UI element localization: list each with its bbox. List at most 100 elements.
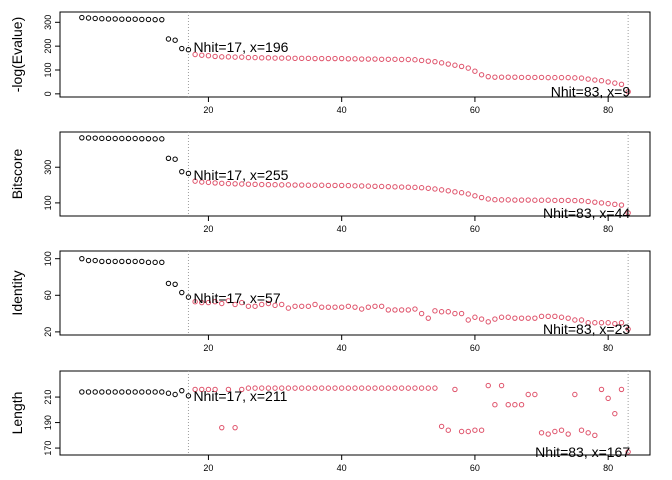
data-point	[625, 326, 631, 332]
data-point	[285, 55, 292, 61]
data-point	[219, 180, 225, 186]
data-point	[552, 74, 558, 81]
data-point	[458, 310, 465, 317]
data-point	[445, 61, 451, 67]
data-point	[545, 197, 551, 203]
data-point	[345, 385, 352, 391]
data-point	[472, 427, 478, 433]
data-point	[565, 197, 571, 204]
data-point	[232, 301, 238, 308]
data-point	[352, 183, 358, 189]
data-point	[285, 182, 292, 188]
data-point	[572, 317, 578, 323]
data-point	[625, 89, 631, 95]
data-point	[85, 257, 92, 264]
data-point	[179, 387, 185, 394]
data-point	[438, 60, 445, 66]
data-point	[139, 135, 145, 142]
data-point	[312, 385, 318, 391]
data-point	[592, 432, 598, 439]
data-point	[92, 389, 98, 395]
data-point	[505, 314, 511, 320]
data-point	[299, 303, 305, 309]
data-point	[492, 196, 498, 203]
plot-frame	[59, 370, 651, 456]
data-point	[365, 304, 372, 310]
data-point	[185, 294, 192, 300]
data-point	[625, 449, 631, 455]
data-point	[145, 135, 152, 142]
data-point	[239, 299, 245, 306]
x-tick-label: 80	[603, 463, 613, 473]
data-point	[478, 194, 485, 201]
data-point	[85, 135, 92, 141]
data-point	[279, 55, 285, 61]
plot-panel-1: 20 40 60 80 0 100 200 300 -log(Evalue) Nhit=17, x…	[9, 11, 651, 115]
data-point	[592, 320, 598, 326]
data-point	[212, 180, 218, 186]
data-point	[385, 385, 392, 391]
data-point	[452, 386, 458, 393]
data-point	[538, 197, 545, 203]
data-point	[145, 259, 152, 266]
data-point	[125, 135, 132, 142]
data-point	[618, 202, 625, 208]
x-tick-label: 60	[470, 343, 480, 353]
data-point	[585, 320, 591, 326]
data-point	[358, 183, 365, 189]
data-point	[418, 385, 425, 391]
data-point	[252, 54, 258, 61]
data-point	[105, 16, 112, 22]
data-point	[312, 301, 318, 308]
data-point	[438, 187, 445, 193]
data-point	[572, 197, 578, 204]
data-point	[452, 189, 458, 195]
data-point	[558, 197, 565, 204]
y-tick-label: 190	[43, 415, 53, 430]
hit-annotation: Nhit=17, x=57	[193, 290, 280, 306]
data-point	[532, 315, 538, 321]
x-tick-label: 20	[203, 224, 213, 234]
data-point	[378, 303, 385, 309]
data-point	[232, 181, 238, 187]
data-point	[338, 182, 345, 189]
data-point	[212, 386, 218, 393]
data-point	[558, 74, 565, 81]
data-point	[165, 390, 172, 396]
data-point	[445, 427, 451, 433]
data-point	[525, 391, 531, 398]
data-point	[472, 193, 478, 199]
data-point	[305, 385, 312, 391]
data-point	[418, 310, 425, 317]
y-tick-label: 60	[43, 290, 53, 300]
data-point	[365, 56, 372, 62]
data-point	[199, 299, 205, 306]
y-axis-label: Identity	[9, 270, 25, 315]
data-point	[159, 389, 165, 395]
data-point	[152, 389, 158, 395]
data-point	[405, 56, 411, 63]
data-point	[565, 74, 571, 81]
y-tick-label: 100	[43, 62, 53, 77]
data-point	[132, 389, 138, 395]
data-point	[398, 307, 405, 313]
data-point	[552, 313, 558, 320]
data-point	[385, 307, 392, 313]
data-point	[332, 304, 338, 310]
data-point	[345, 182, 352, 189]
data-point	[378, 56, 385, 62]
data-point	[279, 301, 285, 308]
data-point	[92, 135, 98, 141]
data-point	[159, 16, 165, 23]
data-point	[412, 385, 418, 391]
data-point	[219, 424, 225, 431]
data-point	[605, 200, 611, 207]
data-point	[265, 300, 272, 307]
data-point	[318, 55, 325, 62]
data-point	[85, 389, 92, 395]
data-point	[125, 258, 132, 265]
x-tick-label: 80	[603, 105, 613, 115]
data-point	[172, 281, 178, 288]
data-point	[618, 81, 625, 88]
